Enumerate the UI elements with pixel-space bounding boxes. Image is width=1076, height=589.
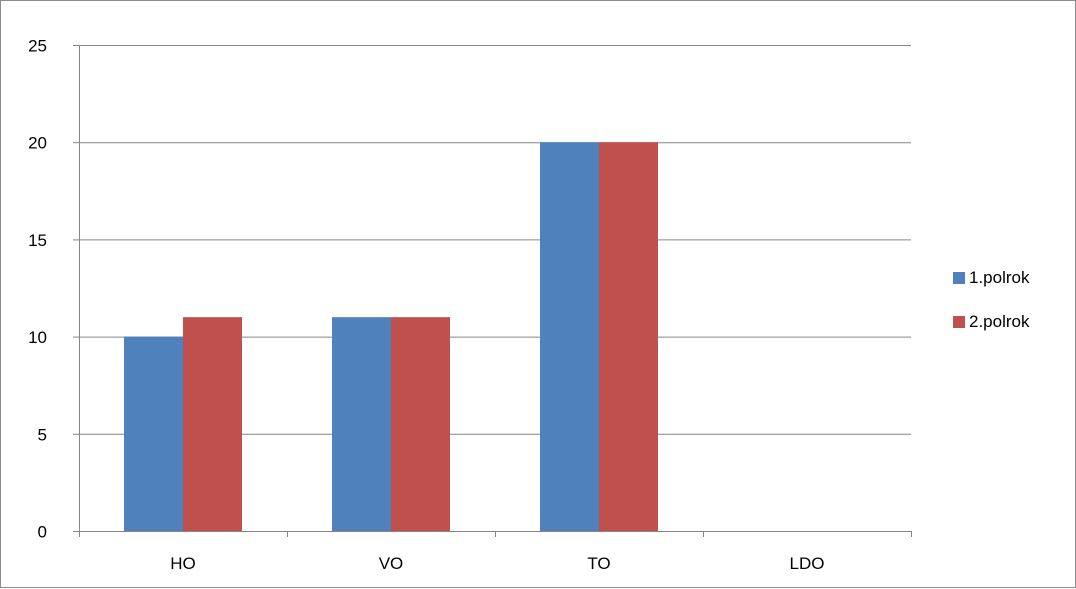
x-tick-label-ho: HO [170,554,196,573]
bar-ho-series-2 [183,317,242,531]
x-tick-label-ldo: LDO [790,554,825,573]
legend-item-series-1: 1.polrok [953,267,1073,289]
bar-to-series-2 [599,142,658,531]
legend-item-series-2: 2.polrok [953,311,1073,333]
x-tick-label-to: TO [587,554,610,573]
bar-vo-series-2 [391,317,450,531]
bar-ho-series-1 [124,336,183,531]
y-tick-label-4: 20 [28,134,47,153]
legend-label-series-2: 2.polrok [969,312,1030,331]
legend-swatch-series-2 [953,316,965,328]
legend: 1.polrok 2.polrok [953,267,1073,355]
y-tick-label-3: 15 [28,231,47,250]
y-tick-label-1: 5 [38,425,47,444]
bar-to-series-1 [540,142,599,531]
legend-label-series-1: 1.polrok [969,268,1030,287]
x-tick-label-vo: VO [379,554,404,573]
y-tick-label-2: 10 [28,328,47,347]
legend-swatch-series-1 [953,272,965,284]
bar-vo-series-1 [332,317,391,531]
y-tick-label-0: 0 [38,523,47,542]
y-tick-label-5: 25 [28,37,47,56]
